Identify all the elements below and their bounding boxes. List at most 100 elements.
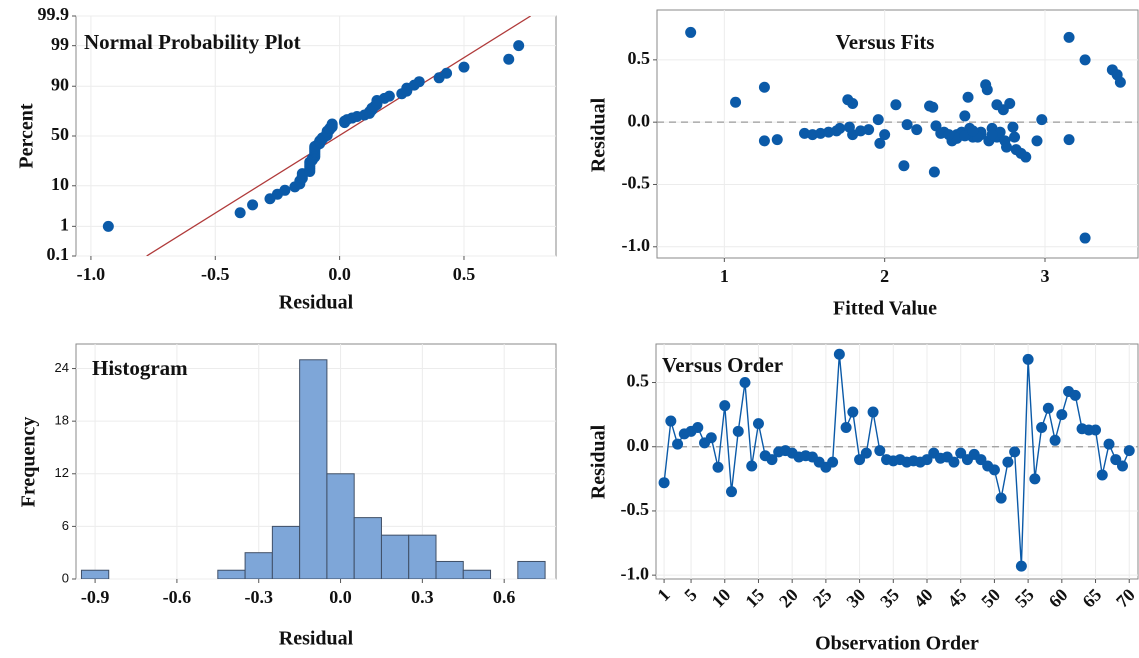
point [1020, 151, 1032, 163]
point [999, 135, 1011, 147]
y-axis-label: Residual [588, 424, 610, 499]
panel: 0.1 1 10 50 90 99 99.9 -1.0 -0.5 0.0 0.5 Normal Pro… [16, 4, 557, 314]
point [705, 432, 717, 444]
point [986, 129, 998, 141]
point [943, 129, 955, 141]
point [890, 99, 902, 111]
x-tick-label: 0.0 [328, 264, 351, 284]
point [928, 166, 940, 178]
plot-area [80, 359, 546, 579]
bar [217, 569, 246, 579]
x-tick-label: 30 [842, 585, 869, 612]
point [746, 460, 758, 472]
point [991, 99, 1003, 111]
y-tick-label: 90 [51, 74, 69, 94]
y-tick-label: 1 [60, 214, 69, 234]
x-tick-label: -0.9 [81, 587, 110, 607]
x-tick-label: 65 [1078, 585, 1105, 612]
y-tick-label: 6 [62, 518, 69, 533]
point [1096, 469, 1108, 481]
point [1042, 402, 1054, 414]
point [758, 81, 770, 93]
point [827, 456, 839, 468]
panel: 0 6 12 18 24 -0.9 -0.6 -0.3 0.0 0.3 0.6 Histogram Re… [18, 343, 557, 650]
point [1103, 438, 1115, 450]
point [1029, 473, 1041, 485]
point [413, 76, 425, 88]
point [901, 119, 913, 131]
x-tick-label: 2 [880, 266, 889, 286]
point [1036, 114, 1048, 126]
bar [517, 560, 546, 579]
point [279, 184, 291, 196]
point [712, 461, 724, 473]
point [1015, 560, 1027, 572]
y-tick-label: 0.1 [47, 244, 70, 264]
point [1022, 353, 1034, 365]
fit-line [146, 16, 531, 256]
y-tick-label: 24 [55, 360, 69, 375]
point [1063, 31, 1075, 43]
point [898, 160, 910, 172]
point [1069, 389, 1081, 401]
point [860, 447, 872, 459]
x-tick-label: 60 [1045, 585, 1072, 612]
point [911, 124, 923, 136]
panel-title: Versus Order [662, 353, 783, 377]
y-tick-label: 99 [51, 34, 69, 54]
point [383, 90, 395, 102]
point [326, 118, 338, 130]
point [1116, 460, 1128, 472]
point [831, 125, 843, 137]
point [967, 125, 979, 137]
point [874, 445, 886, 457]
x-tick-label: 3 [1041, 266, 1050, 286]
bar [299, 359, 328, 579]
y-tick-label: -1.0 [621, 563, 650, 583]
point [833, 348, 845, 360]
point [1056, 409, 1068, 421]
x-tick-label: 0.0 [329, 587, 352, 607]
bar [353, 517, 382, 579]
point [752, 418, 764, 430]
point [692, 421, 704, 433]
x-tick-label: 35 [876, 585, 903, 612]
point [962, 91, 974, 103]
y-tick-label: 0.5 [628, 48, 651, 68]
point [981, 84, 993, 96]
point [959, 130, 971, 142]
y-tick-label: 10 [51, 174, 69, 194]
y-tick-label: -0.5 [622, 173, 651, 193]
plot-area [658, 348, 1135, 572]
x-tick-label: 1 [653, 585, 674, 606]
point [1004, 97, 1016, 109]
point [766, 454, 778, 466]
x-tick-label: 40 [910, 585, 937, 612]
point [927, 101, 939, 113]
panel: 0.5 0.0 -0.5 -1.0 1 2 3 Versus Fits Fitted Value… [588, 9, 1139, 320]
panel-title: Versus Fits [836, 30, 935, 54]
point [1079, 232, 1091, 244]
point [1090, 424, 1102, 436]
x-tick-label: 25 [809, 585, 836, 612]
point [1063, 134, 1075, 146]
x-tick-label: -0.6 [163, 587, 192, 607]
x-tick-label: 20 [775, 585, 802, 612]
point [1007, 121, 1019, 133]
point [872, 114, 884, 126]
x-axis-label: Residual [279, 292, 354, 314]
point [874, 137, 886, 149]
point [867, 406, 879, 418]
point [1049, 434, 1061, 446]
panel-title: Normal Probability Plot [84, 30, 301, 54]
point [730, 96, 742, 108]
x-tick-label: 50 [977, 585, 1004, 612]
point [879, 129, 891, 141]
point [847, 406, 859, 418]
bar [80, 569, 110, 579]
point [234, 207, 246, 219]
point [995, 492, 1007, 504]
point [732, 425, 744, 437]
plot-area [102, 16, 531, 256]
point [665, 415, 677, 427]
